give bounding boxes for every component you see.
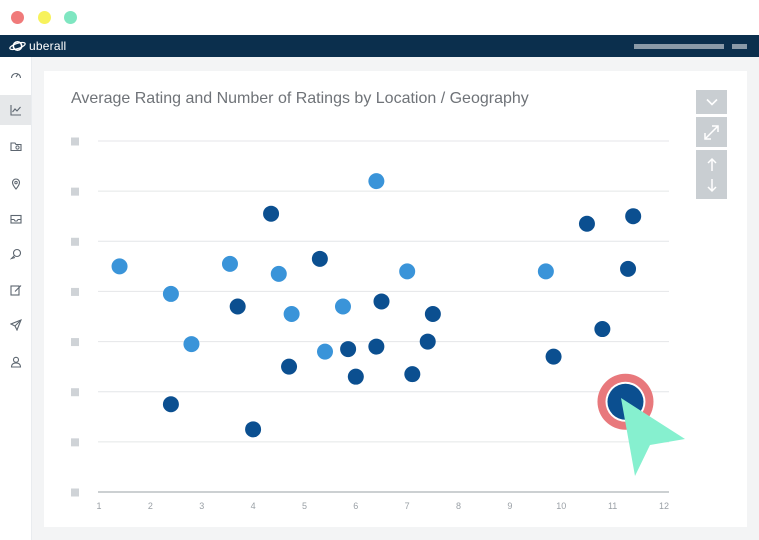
- edit-icon: [9, 285, 21, 296]
- data-point[interactable]: [162, 396, 179, 413]
- data-point[interactable]: [270, 265, 287, 282]
- data-point[interactable]: [594, 321, 611, 338]
- sidebar-item-posts[interactable]: [0, 275, 31, 305]
- x-tick-label: 2: [148, 501, 153, 511]
- y-tick-placeholder: [71, 187, 79, 196]
- chart-card: [44, 71, 747, 527]
- sidebar-item-messages[interactable]: [0, 239, 31, 269]
- data-point[interactable]: [424, 305, 441, 322]
- x-tick-label: 5: [302, 501, 307, 511]
- data-point[interactable]: [162, 285, 179, 302]
- x-tick-label: 12: [659, 501, 669, 511]
- chart-points: [111, 173, 642, 438]
- data-point[interactable]: [283, 305, 300, 322]
- data-point[interactable]: [263, 205, 280, 222]
- data-point[interactable]: [545, 348, 562, 365]
- data-point[interactable]: [368, 173, 385, 190]
- x-tick-label: 3: [199, 501, 204, 511]
- x-tick-label: 9: [507, 501, 512, 511]
- data-point[interactable]: [340, 341, 357, 358]
- data-point[interactable]: [537, 263, 554, 280]
- chart-title: Average Rating and Number of Ratings by …: [71, 90, 529, 107]
- data-point[interactable]: [183, 336, 200, 353]
- data-point[interactable]: [311, 250, 328, 267]
- data-point[interactable]: [334, 298, 351, 315]
- data-point[interactable]: [229, 298, 246, 315]
- y-axis-ticks: [71, 137, 79, 497]
- data-point[interactable]: [368, 338, 385, 355]
- location-folder-icon: [9, 142, 22, 152]
- window-minimize-button[interactable]: [38, 11, 51, 24]
- data-point[interactable]: [245, 421, 262, 438]
- app-header: uberall: [0, 35, 759, 57]
- expand-button[interactable]: [696, 117, 727, 147]
- sidebar-item-profile[interactable]: [0, 347, 31, 377]
- x-tick-label: 11: [608, 501, 617, 511]
- chat-icon: [9, 248, 21, 260]
- x-tick-label: 10: [556, 501, 566, 511]
- x-tick-label: 6: [353, 501, 358, 511]
- data-point[interactable]: [620, 260, 637, 277]
- data-point[interactable]: [317, 343, 333, 360]
- expand-icon: [704, 124, 719, 140]
- planet-logo-icon: [9, 41, 26, 51]
- window-titlebar: [0, 0, 759, 35]
- sidebar-item-inbox[interactable]: [0, 204, 31, 234]
- x-tick-label: 1: [96, 501, 101, 511]
- sidebar-item-locations[interactable]: [0, 131, 31, 161]
- chevron-down-icon: [705, 98, 718, 106]
- sidebar-item-send[interactable]: [0, 310, 31, 340]
- data-point[interactable]: [399, 263, 416, 280]
- data-point[interactable]: [404, 366, 421, 383]
- y-tick-placeholder: [71, 237, 79, 246]
- y-tick-placeholder: [71, 438, 79, 447]
- y-tick-placeholder: [71, 137, 79, 146]
- cursor-arrow-icon: [621, 398, 685, 476]
- dashboard-icon: [10, 72, 21, 79]
- x-axis-ticks: 1 2 3 4 5 6 7 8 9 10 11 12: [96, 501, 669, 511]
- y-tick-placeholder: [71, 388, 79, 397]
- y-tick-placeholder: [71, 338, 79, 347]
- map-pin-icon: [11, 178, 20, 190]
- y-tick-placeholder: [71, 488, 79, 497]
- brand-name: uberall: [29, 39, 67, 53]
- data-point[interactable]: [111, 258, 128, 275]
- window-close-button[interactable]: [11, 11, 24, 24]
- analytics-icon: [9, 105, 21, 116]
- send-icon: [9, 319, 22, 331]
- data-point[interactable]: [281, 358, 298, 375]
- brand-logo[interactable]: uberall: [9, 38, 66, 54]
- data-point[interactable]: [373, 293, 390, 310]
- x-tick-label: 7: [405, 501, 410, 511]
- header-placeholder-bar-short: [732, 44, 747, 49]
- header-placeholder-bar: [634, 44, 724, 49]
- sidebar: [0, 57, 32, 540]
- chart-grid: [98, 140, 669, 493]
- data-point[interactable]: [578, 215, 595, 232]
- sidebar-item-map[interactable]: [0, 169, 31, 199]
- collapse-button[interactable]: [696, 90, 727, 114]
- data-point[interactable]: [625, 208, 642, 225]
- sidebar-item-dashboard[interactable]: [0, 60, 31, 90]
- resize-vertical-button[interactable]: [696, 150, 727, 199]
- sidebar-item-analytics[interactable]: [0, 95, 31, 125]
- x-tick-label: 4: [251, 501, 256, 511]
- inbox-icon: [9, 214, 22, 224]
- user-icon: [10, 356, 21, 368]
- data-point[interactable]: [419, 333, 436, 350]
- y-tick-placeholder: [71, 287, 79, 296]
- data-point[interactable]: [347, 368, 364, 385]
- data-point[interactable]: [221, 255, 238, 272]
- x-tick-label: 8: [456, 501, 461, 511]
- window-maximize-button[interactable]: [64, 11, 77, 24]
- resize-vertical-icon: [706, 157, 717, 192]
